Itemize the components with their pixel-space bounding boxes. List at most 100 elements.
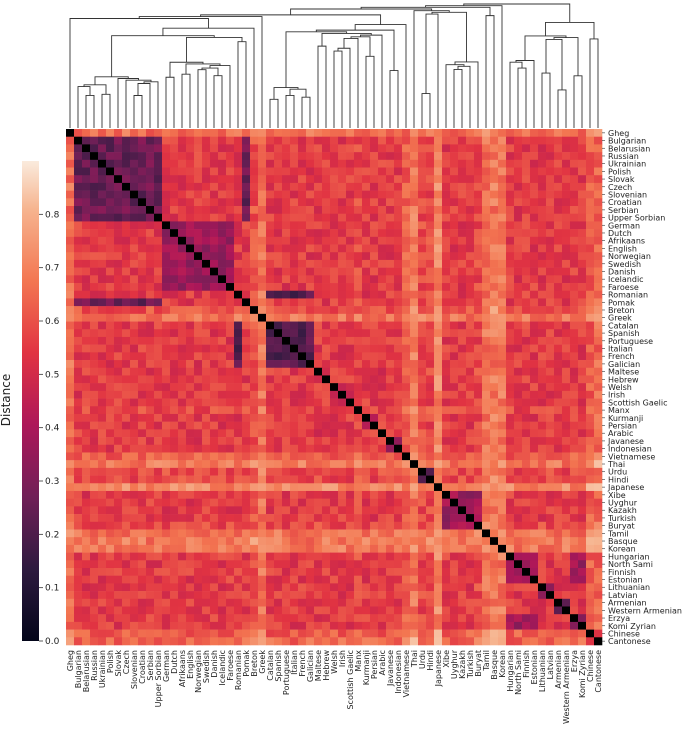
heatmap-cell — [570, 290, 579, 299]
heatmap-cell — [586, 306, 595, 315]
heatmap-cell — [258, 598, 267, 607]
heatmap-cell — [362, 460, 371, 469]
heatmap-cell — [426, 352, 435, 361]
heatmap-cell — [554, 275, 563, 284]
heatmap-cell — [442, 383, 451, 392]
heatmap-cell — [114, 375, 123, 384]
row-label: Korean — [608, 545, 636, 554]
heatmap-cell — [122, 591, 131, 600]
heatmap-cell — [298, 552, 307, 561]
heatmap-cell — [354, 483, 363, 492]
heatmap-cell — [450, 213, 459, 222]
heatmap-cell — [194, 467, 203, 476]
heatmap-cell — [482, 544, 491, 553]
heatmap-cell — [370, 283, 379, 292]
heatmap-cell — [106, 129, 115, 137]
heatmap-cell — [82, 413, 91, 422]
heatmap-cell — [82, 159, 91, 168]
heatmap-cell — [266, 552, 275, 561]
heatmap-cell — [266, 460, 275, 469]
heatmap-cell — [234, 336, 243, 345]
heatmap-cell — [490, 598, 499, 607]
heatmap-cell — [578, 259, 587, 268]
heatmap-cell — [530, 506, 539, 515]
heatmap-cell — [74, 167, 83, 176]
heatmap-cell — [362, 375, 371, 384]
dendrogram-link — [117, 78, 139, 128]
heatmap-cell — [594, 229, 603, 238]
heatmap-cell — [130, 360, 139, 369]
heatmap-cell — [394, 452, 403, 461]
dendrogram-link — [101, 93, 111, 128]
heatmap-cell — [82, 529, 91, 538]
heatmap-cell — [418, 614, 427, 623]
heatmap-cell — [266, 236, 275, 245]
heatmap-cell — [338, 537, 347, 546]
heatmap-cell — [426, 344, 435, 353]
heatmap-cell — [410, 306, 419, 315]
heatmap-cell — [82, 206, 91, 215]
heatmap-cell — [410, 606, 419, 615]
heatmap-cell — [354, 506, 363, 515]
heatmap-cell — [346, 198, 355, 207]
heatmap-cell — [554, 344, 563, 353]
heatmap-cell — [474, 360, 483, 369]
heatmap-cell — [434, 467, 443, 476]
heatmap-cell — [498, 367, 507, 376]
heatmap-cell — [186, 421, 195, 430]
heatmap-cell — [522, 136, 531, 145]
heatmap-cell — [82, 221, 91, 230]
heatmap-cell — [234, 529, 243, 538]
heatmap-cell — [418, 575, 427, 584]
heatmap-cell — [178, 136, 187, 145]
heatmap-cell — [170, 159, 179, 168]
heatmap-cell — [554, 529, 563, 538]
heatmap-cell — [482, 614, 491, 623]
heatmap-cell — [570, 537, 579, 546]
heatmap-cell — [530, 252, 539, 261]
heatmap-cell — [314, 483, 323, 492]
heatmap-cell — [434, 298, 443, 307]
heatmap-cell — [442, 375, 451, 384]
column-label: Western Armenian — [562, 650, 571, 724]
heatmap-cell — [226, 336, 235, 345]
heatmap-cell — [474, 406, 483, 415]
heatmap-cell — [138, 567, 147, 576]
heatmap-cell — [474, 537, 483, 546]
heatmap-cell — [426, 514, 435, 523]
heatmap-cell — [210, 514, 219, 523]
heatmap-cell — [418, 460, 427, 469]
heatmap-cell — [194, 437, 203, 446]
heatmap-cell — [578, 267, 587, 276]
heatmap-cell — [482, 367, 491, 376]
heatmap-cell — [402, 567, 411, 576]
heatmap-cell — [434, 367, 443, 376]
heatmap-cell — [98, 236, 107, 245]
heatmap-cell — [450, 390, 459, 399]
heatmap-cell — [266, 136, 275, 145]
column-label: Czech — [122, 650, 131, 674]
heatmap-cell — [122, 182, 131, 191]
heatmap-cell — [74, 360, 83, 369]
heatmap-cell — [146, 383, 155, 392]
heatmap-cell — [274, 475, 283, 484]
heatmap-cell — [274, 544, 283, 553]
heatmap-cell — [594, 383, 603, 392]
heatmap-cell — [98, 182, 107, 191]
heatmap-cell — [586, 321, 595, 330]
heatmap-cell — [458, 460, 467, 469]
heatmap-cell — [138, 514, 147, 523]
heatmap-cell — [306, 429, 315, 438]
heatmap-cell — [394, 591, 403, 600]
heatmap-cell — [74, 460, 83, 469]
heatmap-cell — [210, 167, 219, 176]
heatmap-cell — [522, 175, 531, 184]
heatmap-cell — [570, 398, 579, 407]
heatmap-cell — [154, 344, 163, 353]
heatmap-cell — [298, 390, 307, 399]
heatmap-cell — [586, 444, 595, 453]
column-label: Breton — [250, 650, 259, 677]
heatmap-cell — [530, 321, 539, 330]
heatmap-cell — [298, 259, 307, 268]
heatmap-cell — [394, 336, 403, 345]
